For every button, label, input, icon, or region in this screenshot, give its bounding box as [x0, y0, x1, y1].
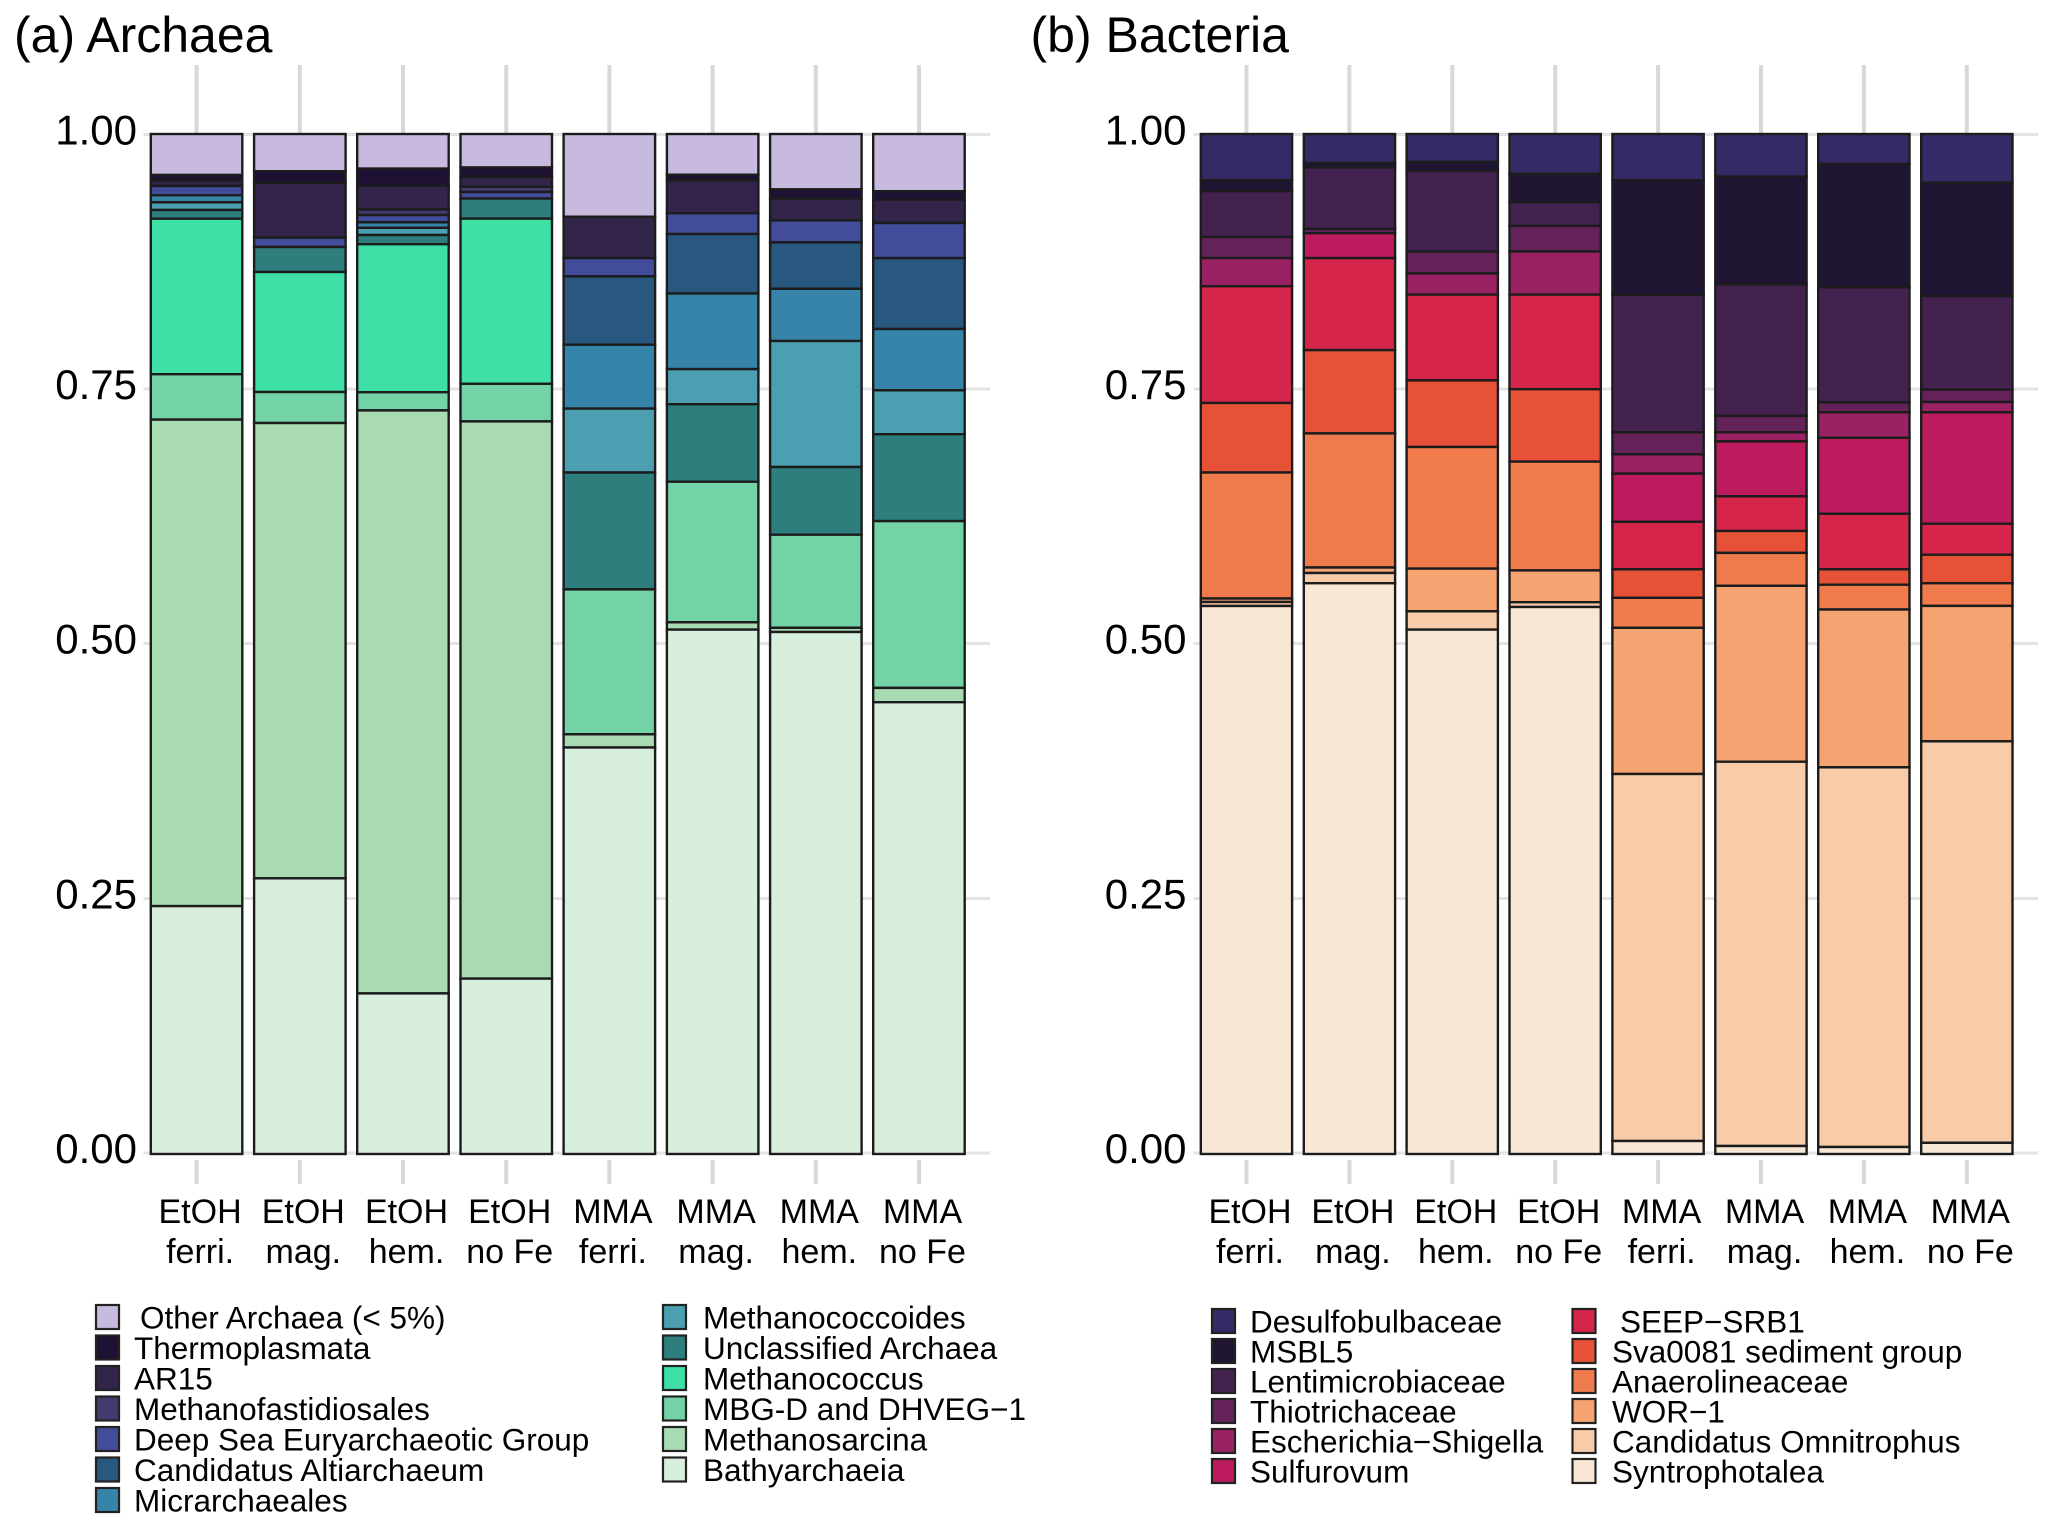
svg-text:Thermoplasmata: Thermoplasmata	[134, 1330, 371, 1366]
svg-text:hem.: hem.	[1418, 1233, 1494, 1271]
svg-text:Bathyarchaeia: Bathyarchaeia	[703, 1452, 905, 1488]
svg-text:Desulfobulbaceae: Desulfobulbaceae	[1250, 1304, 1502, 1340]
svg-text:Anaerolineaceae: Anaerolineaceae	[1612, 1364, 1848, 1400]
svg-text:MMA: MMA	[780, 1193, 860, 1231]
svg-text:MSBL5: MSBL5	[1250, 1334, 1353, 1370]
svg-text:0.00: 0.00	[1105, 1125, 1187, 1172]
svg-text:Sva0081 sediment group: Sva0081 sediment group	[1612, 1334, 1962, 1370]
svg-text:mag.: mag.	[1315, 1233, 1391, 1271]
svg-text:EtOH: EtOH	[1517, 1193, 1600, 1231]
svg-text:MBG-D and DHVEG−1: MBG-D and DHVEG−1	[703, 1391, 1026, 1427]
svg-text:EtOH: EtOH	[1311, 1193, 1394, 1231]
svg-text:0.75: 0.75	[55, 361, 137, 408]
svg-text:ferri.: ferri.	[1216, 1233, 1284, 1271]
svg-text:MMA: MMA	[1828, 1193, 1908, 1231]
svg-text:Micrarchaeales: Micrarchaeales	[134, 1483, 348, 1519]
svg-text:Methanococcus: Methanococcus	[703, 1361, 924, 1397]
svg-text:MMA: MMA	[1622, 1193, 1702, 1231]
svg-text:Candidatus Altiarchaeum: Candidatus Altiarchaeum	[134, 1452, 484, 1488]
svg-text:Thiotrichaceae: Thiotrichaceae	[1250, 1394, 1457, 1430]
svg-text:MMA: MMA	[676, 1193, 756, 1231]
svg-text:Lentimicrobiaceae: Lentimicrobiaceae	[1250, 1364, 1506, 1400]
svg-text:EtOH: EtOH	[159, 1193, 242, 1231]
svg-text:0.50: 0.50	[1105, 616, 1187, 663]
svg-text:hem.: hem.	[782, 1233, 858, 1271]
svg-text:0.00: 0.00	[55, 1125, 137, 1172]
svg-text:no Fe: no Fe	[1515, 1233, 1602, 1271]
svg-text:ferri.: ferri.	[1628, 1233, 1696, 1271]
svg-text:EtOH: EtOH	[262, 1193, 345, 1231]
svg-text:no Fe: no Fe	[1927, 1233, 2014, 1271]
svg-text:Sulfurovum: Sulfurovum	[1250, 1454, 1409, 1490]
svg-text:ferri.: ferri.	[579, 1233, 647, 1271]
svg-text:hem.: hem.	[1830, 1233, 1906, 1271]
svg-text:EtOH: EtOH	[468, 1193, 551, 1231]
svg-text:mag.: mag.	[678, 1233, 754, 1271]
svg-text:Deep Sea Euryarchaeotic Group: Deep Sea Euryarchaeotic Group	[134, 1422, 589, 1458]
svg-text:AR15: AR15	[134, 1361, 213, 1397]
svg-text:1.00: 1.00	[1105, 107, 1187, 154]
svg-text:MMA: MMA	[883, 1193, 963, 1231]
svg-text:Syntrophotalea: Syntrophotalea	[1612, 1454, 1824, 1490]
svg-text:no Fe: no Fe	[466, 1233, 553, 1271]
svg-text:EtOH: EtOH	[365, 1193, 448, 1231]
svg-text:ferri.: ferri.	[166, 1233, 234, 1271]
svg-text:(b) Bacteria: (b) Bacteria	[1031, 7, 1290, 63]
svg-text:mag.: mag.	[1727, 1233, 1803, 1271]
svg-text:MMA: MMA	[1725, 1193, 1805, 1231]
svg-text:MMA: MMA	[1931, 1193, 2011, 1231]
svg-text:Candidatus Omnitrophus: Candidatus Omnitrophus	[1612, 1424, 1960, 1460]
svg-text:Unclassified Archaea: Unclassified Archaea	[703, 1330, 998, 1366]
svg-text:EtOH: EtOH	[1414, 1193, 1497, 1231]
svg-text:0.75: 0.75	[1105, 361, 1187, 408]
svg-text:Methanococcoides: Methanococcoides	[703, 1300, 966, 1336]
svg-text:0.25: 0.25	[55, 871, 137, 918]
svg-text:Methanosarcina: Methanosarcina	[703, 1422, 928, 1458]
svg-text:(a) Archaea: (a) Archaea	[14, 7, 273, 63]
svg-text:no Fe: no Fe	[879, 1233, 966, 1271]
svg-text:MMA: MMA	[573, 1193, 653, 1231]
svg-text:Methanofastidiosales: Methanofastidiosales	[134, 1391, 430, 1427]
svg-text:hem.: hem.	[369, 1233, 445, 1271]
svg-text:0.25: 0.25	[1105, 871, 1187, 918]
svg-text:0.50: 0.50	[55, 616, 137, 663]
svg-text:Other Archaea (< 5%): Other Archaea (< 5%)	[140, 1300, 446, 1336]
svg-text:mag.: mag.	[266, 1233, 342, 1271]
svg-text:EtOH: EtOH	[1208, 1193, 1291, 1231]
svg-text:WOR−1: WOR−1	[1612, 1394, 1725, 1430]
svg-text:1.00: 1.00	[55, 107, 137, 154]
svg-text:SEEP−SRB1: SEEP−SRB1	[1620, 1304, 1805, 1340]
svg-text:Escherichia−Shigella: Escherichia−Shigella	[1250, 1424, 1544, 1460]
